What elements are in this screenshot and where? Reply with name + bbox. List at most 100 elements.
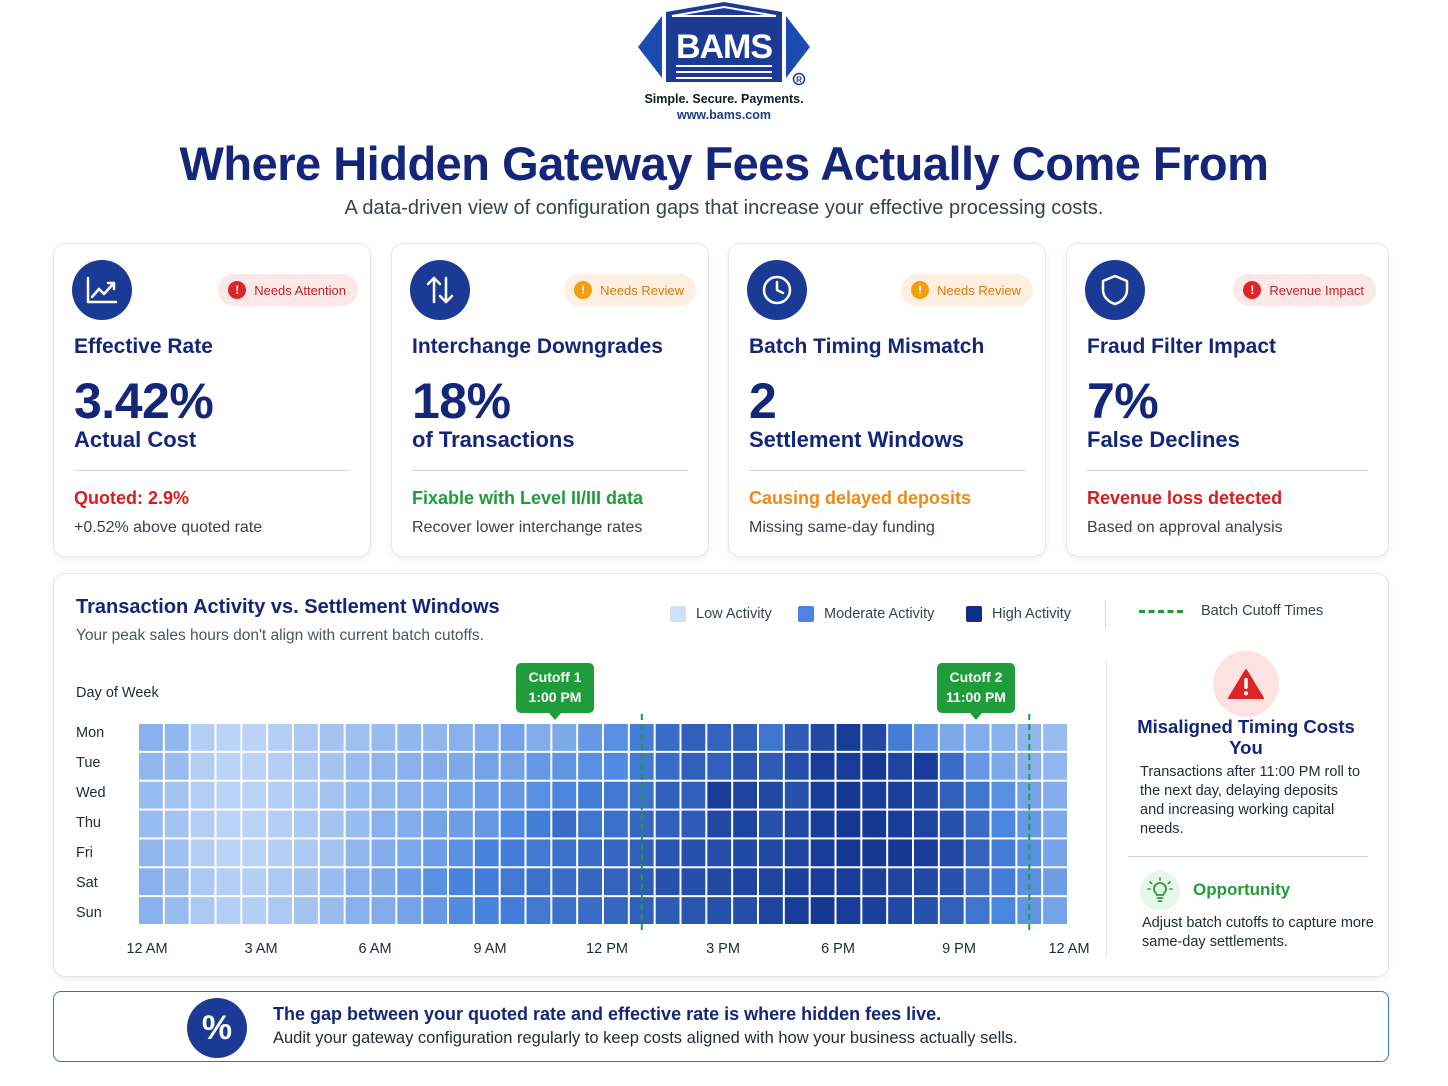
heatmap-cell	[707, 724, 732, 751]
heatmap-cell	[939, 868, 964, 896]
divider	[74, 470, 350, 471]
heatmap-cell	[784, 724, 809, 751]
heatmap-cell	[862, 810, 887, 838]
heatmap-cell	[578, 868, 602, 896]
heatmap-cell	[164, 752, 189, 780]
heatmap-cell	[888, 839, 912, 867]
heatmap-cell	[707, 868, 732, 896]
legend-high: High Activity	[966, 606, 1071, 622]
heatmap-cell	[294, 810, 318, 838]
heatmap-cell	[397, 839, 422, 867]
x-tick-label: 6 PM	[821, 941, 855, 957]
kpi-card-interchange-downgrades: ! Needs Review Interchange Downgrades 18…	[391, 243, 709, 557]
heatmap-cell	[810, 868, 835, 896]
heatmap-cell	[733, 752, 757, 780]
activity-panel: Transaction Activity vs. Settlement Wind…	[53, 573, 1389, 977]
card-detail: Based on approval analysis	[1087, 519, 1283, 536]
heatmap-cell	[991, 897, 1016, 924]
heatmap-cell	[474, 868, 499, 896]
badge-label: Needs Attention	[254, 282, 346, 298]
heatmap-cell	[526, 839, 551, 867]
heatmap-cell	[164, 839, 189, 867]
heatmap-cell	[862, 897, 887, 924]
heatmap-cell	[991, 752, 1016, 780]
heatmap-cell	[500, 752, 525, 780]
heatmap-cell	[164, 897, 189, 924]
heatmap-cell	[526, 810, 551, 838]
divider	[1128, 856, 1368, 857]
heatmap-cell	[784, 868, 809, 896]
heatmap-cell	[371, 781, 396, 809]
card-unit: False Declines	[1087, 427, 1240, 452]
logo-wordmark: BAMS	[676, 28, 772, 66]
heatmap-cell	[707, 810, 732, 838]
heatmap-cell	[681, 810, 706, 838]
card-value: 3.42%	[74, 373, 214, 429]
heatmap-cell	[784, 781, 809, 809]
heatmap-cell	[423, 897, 447, 924]
x-tick-label: 6 AM	[358, 941, 392, 957]
heatmap-cell	[139, 810, 163, 838]
heatmap-cell	[371, 724, 396, 751]
heatmap-cell	[939, 781, 964, 809]
divider	[412, 470, 688, 471]
card-value: 7%	[1087, 373, 1159, 429]
heatmap-cell	[784, 897, 809, 924]
heatmap-cell	[371, 810, 396, 838]
clock-icon	[747, 260, 807, 320]
heatmap-cell	[862, 868, 887, 896]
heatmap-cell	[345, 781, 370, 809]
legend-moderate: Moderate Activity	[798, 606, 934, 622]
heatmap-cell	[655, 839, 680, 867]
heatmap-cell	[810, 839, 835, 867]
heatmap-cell	[914, 724, 938, 751]
brand-header: BAMS R Simple. Secure. Payments. www.bam…	[0, 0, 1448, 125]
heatmap-cell	[397, 897, 422, 924]
heatmap-cell	[733, 897, 757, 924]
cutoff-2-label: Cutoff 2 11:00 PM	[937, 663, 1015, 720]
brand-tagline: Simple. Secure. Payments.	[644, 92, 804, 106]
heatmap-cell	[449, 781, 473, 809]
heatmap-cell	[965, 752, 990, 780]
heatmap-cell	[500, 868, 525, 896]
svg-text:R: R	[796, 76, 802, 85]
heatmap-cell	[190, 839, 215, 867]
card-unit: Actual Cost	[74, 427, 197, 452]
bams-logo: BAMS R	[638, 2, 810, 86]
heatmap-cell	[268, 868, 292, 896]
card-value: 2	[749, 373, 777, 429]
heatmap-cell	[397, 868, 422, 896]
heatmap-cell	[759, 868, 783, 896]
card-title: Effective Rate	[74, 335, 213, 358]
heatmap-cell	[526, 752, 551, 780]
day-label-mon: Mon	[76, 725, 105, 741]
heatmap-cell	[345, 868, 370, 896]
heatmap-cell	[397, 781, 422, 809]
heatmap-cell	[836, 810, 861, 838]
card-note: Causing delayed deposits	[749, 488, 972, 508]
x-tick-label: 3 AM	[244, 941, 278, 957]
heatmap-cell	[268, 724, 292, 751]
heatmap-cell	[449, 810, 473, 838]
heatmap-cell	[423, 810, 447, 838]
alert-text: Transactions after 11:00 PM roll to the …	[1140, 764, 1361, 837]
card-detail: +0.52% above quoted rate	[74, 519, 263, 536]
heatmap-cell	[759, 897, 783, 924]
heatmap-cell	[474, 724, 499, 751]
heatmap-cell	[604, 839, 628, 867]
heatmap-cell	[578, 752, 602, 780]
heatmap-cell	[552, 839, 577, 867]
heatmap-cell	[707, 839, 732, 867]
heatmap-cell	[190, 752, 215, 780]
heatmap-cell	[759, 724, 783, 751]
heatmap-cell	[423, 839, 447, 867]
alert-icon: !	[574, 281, 593, 299]
brand-website-link[interactable]: www.bams.com	[676, 108, 771, 122]
heatmap-cell	[423, 724, 447, 751]
cutoff-name: Cutoff 1	[528, 669, 582, 685]
kpi-card-fraud-filter: ! Revenue Impact Fraud Filter Impact 7% …	[1066, 243, 1389, 557]
heatmap-cell	[862, 724, 887, 751]
panel-subtitle: Your peak sales hours don't align with c…	[76, 627, 484, 644]
divider	[1105, 601, 1106, 627]
heatmap-cell	[294, 752, 318, 780]
